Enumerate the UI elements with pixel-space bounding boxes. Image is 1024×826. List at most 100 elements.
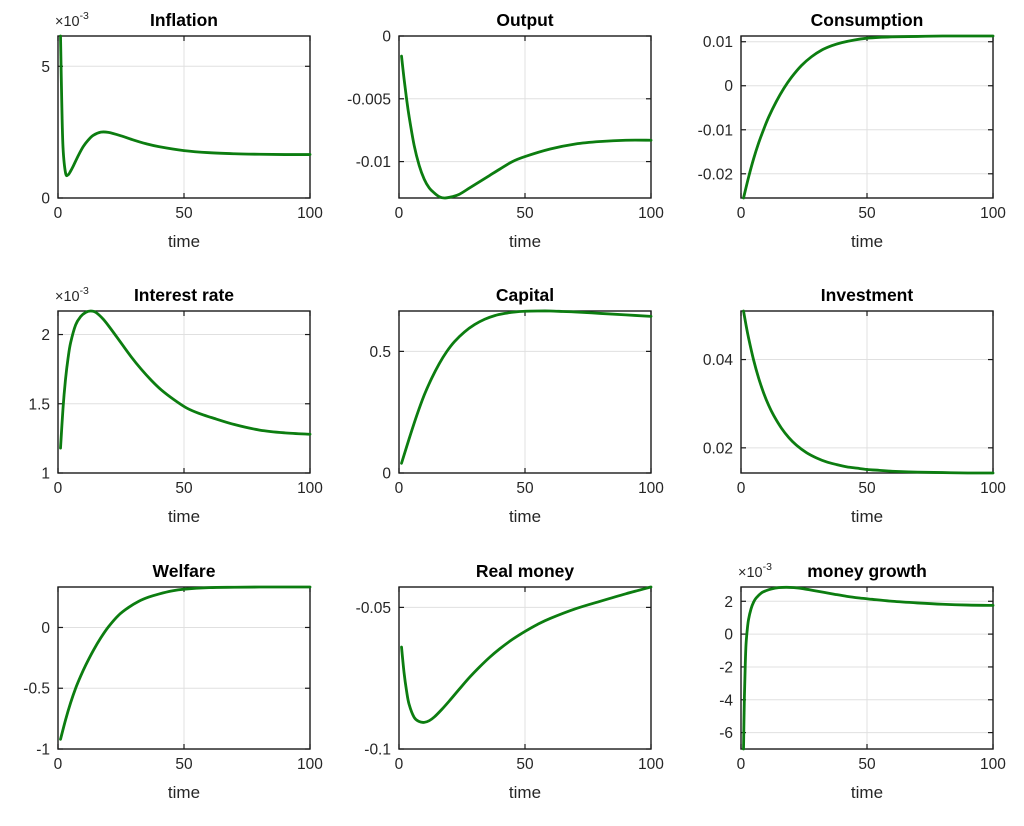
curve-consumption: [741, 34, 995, 200]
grid-lines: [57, 586, 311, 750]
y-tick-label: 0.01: [702, 34, 732, 51]
y-scale-label: ×10-3: [738, 561, 772, 581]
x-tick-label: 0: [54, 756, 63, 773]
x-tick-label: 0: [395, 205, 404, 222]
y-tick-label: -0.02: [697, 166, 732, 183]
plot-title: Interest rate: [134, 285, 234, 305]
subplot-consumption: Consumption 0 50 100 0.01 0 -0.01 -0.02 time: [697, 10, 1006, 251]
y-tick-label: 1: [41, 466, 50, 483]
subplot-capital: Capital 0 50 100 0.5 0 time: [370, 285, 664, 526]
grid-lines: [740, 311, 994, 474]
y-tick-label: 1.5: [28, 397, 50, 414]
y-tick-label: -4: [719, 692, 733, 709]
x-tick-label: 100: [297, 205, 323, 222]
x-tick-label: 50: [517, 756, 535, 773]
y-tick-label: 2: [724, 593, 733, 610]
x-tick-label: 0: [395, 480, 404, 497]
y-tick-label: 0.5: [370, 344, 392, 361]
x-tick-label: 100: [638, 480, 664, 497]
x-tick-label: 50: [175, 756, 193, 773]
grid-lines: [740, 35, 994, 198]
subplot-money-growth: money growth ×10-3 0 50 100 2 0 -2 -4 -6 time: [719, 561, 1006, 802]
curve-inflation: [59, 34, 312, 178]
x-tick-label: 50: [175, 480, 192, 497]
y-tick-label: 0: [41, 620, 50, 637]
x-tick-label: 100: [980, 480, 1006, 497]
x-tick-label: 0: [736, 205, 745, 222]
plot-title: Inflation: [150, 10, 218, 30]
y-tick-label: -0.05: [356, 600, 391, 617]
y-tick-label: -0.1: [365, 741, 392, 758]
x-tick-label: 100: [297, 756, 323, 773]
x-axis-label: time: [509, 232, 541, 251]
curve-interest-rate: [59, 309, 312, 450]
y-scale-label: ×10-3: [55, 11, 89, 30]
x-axis-label: time: [851, 507, 883, 526]
subplot-interest-rate: Interest rate ×10-3 0 50 100 2 1.5 1 time: [28, 285, 323, 526]
plot-title: Consumption: [810, 10, 923, 30]
x-tick-label: 50: [858, 480, 876, 497]
y-tick-label: -2: [719, 659, 733, 676]
y-tick-label: -0.5: [23, 680, 50, 697]
x-tick-label: 0: [395, 756, 404, 773]
plot-title: Welfare: [153, 561, 216, 581]
x-axis-label: time: [168, 783, 200, 802]
y-tick-label: 0: [724, 78, 733, 95]
x-tick-label: 50: [858, 756, 876, 773]
curve-output: [400, 54, 653, 200]
x-tick-label: 0: [736, 756, 745, 773]
x-axis-label: time: [168, 507, 200, 526]
tick-marks: [740, 311, 994, 474]
tick-marks: [57, 311, 311, 474]
tick-marks: [398, 35, 652, 198]
subplot-welfare: Welfare 0 50 100 0 -0.5 -1 time: [23, 561, 323, 802]
y-tick-label: -1: [36, 741, 50, 758]
y-tick-label: -6: [719, 725, 733, 742]
y-scale-label: ×10-3: [55, 286, 89, 305]
plot-title: money growth: [807, 561, 927, 581]
subplot-investment: Investment 0 50 100 0.04 0.02 time: [702, 285, 1006, 526]
curve-welfare: [59, 585, 312, 741]
x-tick-label: 50: [517, 205, 534, 222]
x-tick-label: 100: [638, 756, 664, 773]
y-tick-label: -0.005: [347, 91, 391, 108]
grid-lines: [398, 35, 652, 198]
plot-title: Output: [497, 10, 554, 30]
subplot-real-money: Real money 0 50 100 -0.05 -0.1 time: [356, 561, 665, 802]
x-axis-label: time: [168, 232, 200, 251]
curve-real-money: [400, 585, 653, 724]
x-tick-label: 50: [858, 205, 876, 222]
x-tick-label: 100: [297, 480, 323, 497]
tick-marks: [740, 586, 994, 749]
grid-lines: [398, 586, 652, 750]
curve-investment: [741, 309, 995, 475]
curve-money-growth: [741, 585, 995, 751]
plot-title: Real money: [476, 561, 574, 581]
plot-title: Capital: [496, 285, 554, 305]
x-tick-label: 100: [980, 756, 1006, 773]
y-tick-label: 5: [41, 59, 50, 76]
curve-capital: [400, 309, 653, 465]
grid-lines: [740, 586, 994, 749]
grid-lines: [57, 35, 311, 199]
y-tick-label: 0: [724, 626, 733, 643]
x-axis-label: time: [509, 783, 541, 802]
subplot-output: Output 0 50 100 0 -0.005 -0.01 time: [347, 10, 664, 251]
y-tick-label: 0: [383, 466, 392, 483]
y-tick-label: 0.02: [702, 441, 732, 458]
y-tick-label: 0: [383, 28, 392, 45]
x-tick-label: 0: [54, 480, 63, 497]
x-tick-label: 0: [736, 480, 745, 497]
y-tick-label: 0: [41, 190, 50, 207]
y-tick-label: 0.04: [702, 352, 733, 369]
x-tick-label: 100: [638, 205, 664, 222]
x-axis-label: time: [509, 507, 541, 526]
x-tick-label: 50: [175, 205, 192, 222]
x-axis-label: time: [851, 783, 883, 802]
x-tick-label: 100: [980, 205, 1006, 222]
plot-title: Investment: [820, 285, 913, 305]
grid-lines: [57, 311, 311, 474]
x-tick-label: 0: [54, 205, 63, 222]
x-tick-label: 50: [517, 480, 534, 497]
